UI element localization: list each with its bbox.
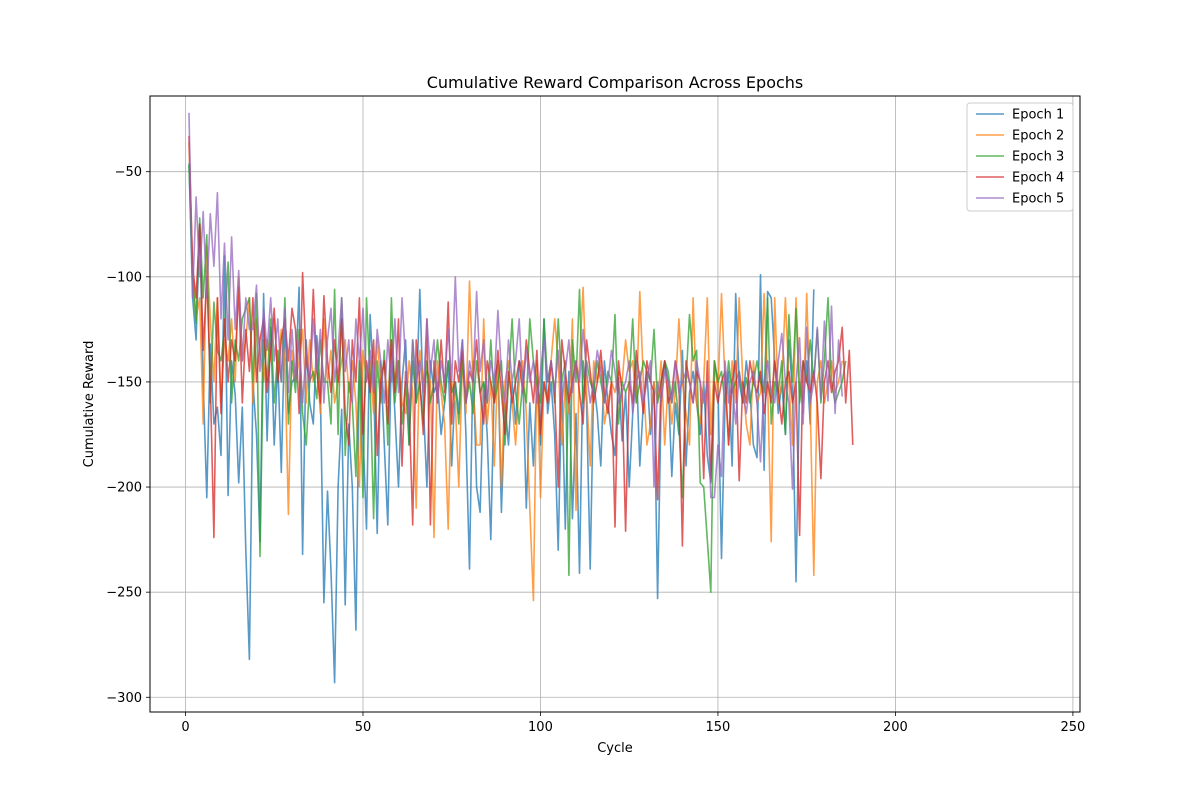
chart-title: Cumulative Reward Comparison Across Epoc… [427, 73, 804, 92]
y-tick-label: −150 [106, 375, 142, 390]
legend: Epoch 1 Epoch 2 Epoch 3 Epoch 4 Epoch 5 [966, 102, 1074, 212]
x-axis-label: Cycle [597, 741, 633, 756]
series-line-epoch-5 [188, 112, 843, 499]
y-axis: −300 −250 −200 −150 −100 −50 [106, 165, 150, 706]
legend-label: Epoch 5 [1012, 192, 1064, 207]
x-tick-label: 250 [1060, 720, 1085, 735]
series-line-epoch-4 [188, 135, 854, 547]
legend-label: Epoch 1 [1012, 108, 1064, 123]
y-tick-label: −250 [106, 586, 142, 601]
x-tick-label: 200 [883, 720, 908, 735]
y-tick-label: −50 [115, 165, 142, 180]
legend-label: Epoch 2 [1012, 129, 1064, 144]
x-tick-label: 150 [706, 720, 731, 735]
legend-label: Epoch 4 [1012, 171, 1064, 186]
legend-box [966, 102, 1074, 212]
x-tick-label: 0 [181, 720, 189, 735]
x-tick-label: 50 [355, 720, 372, 735]
plot-area-frame [149, 95, 1081, 713]
y-tick-label: −100 [106, 270, 142, 285]
y-axis-label: Cumulative Reward [82, 341, 97, 468]
y-tick-label: −300 [106, 691, 142, 706]
legend-label: Epoch 3 [1012, 150, 1064, 165]
series-lines [188, 112, 854, 684]
y-tick-label: −200 [106, 481, 142, 496]
x-tick-label: 100 [528, 720, 553, 735]
x-axis: 0 50 100 150 200 250 [181, 712, 1085, 735]
